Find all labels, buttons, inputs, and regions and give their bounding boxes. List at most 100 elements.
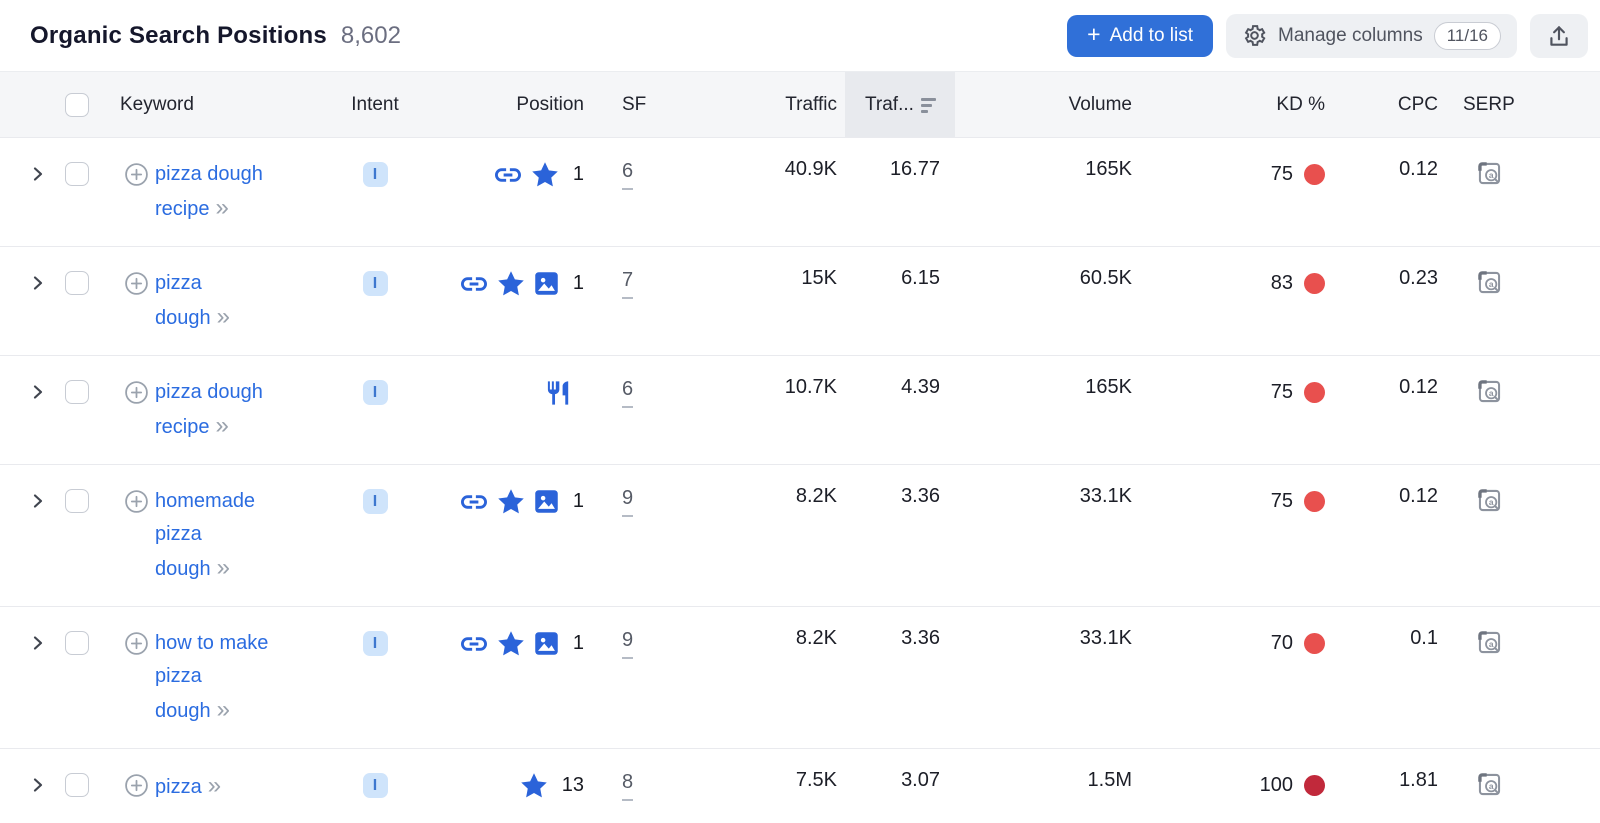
- serp-preview-icon[interactable]: a: [1476, 487, 1600, 520]
- image-icon: [533, 630, 560, 657]
- intent-badge[interactable]: I: [362, 162, 388, 187]
- add-keyword-icon[interactable]: [124, 380, 149, 411]
- position-icons: [493, 158, 566, 191]
- table-row: pizza dough recipe» I 1 6 40.9K 16.77 16…: [0, 137, 1600, 246]
- intent-cell: I: [320, 138, 430, 246]
- intent-badge[interactable]: I: [362, 489, 388, 514]
- expand-chevron-icon[interactable]: [30, 776, 46, 792]
- row-checkbox[interactable]: [65, 380, 89, 404]
- serp-features-count[interactable]: 7: [622, 267, 634, 299]
- keyword-cell: how to make pizza dough»: [104, 607, 320, 748]
- keyword-text: pizza dough recipe: [155, 163, 263, 220]
- column-header-volume[interactable]: Volume: [1068, 93, 1132, 115]
- serp-features-count[interactable]: 8: [622, 769, 634, 801]
- cpc-value: 0.23: [1399, 267, 1438, 289]
- column-header-sf[interactable]: SF: [622, 93, 647, 115]
- keyword-link[interactable]: homemade pizza dough»: [155, 485, 255, 586]
- expand-cell: [0, 749, 56, 823]
- column-header-intent[interactable]: Intent: [351, 93, 399, 115]
- column-header-cpc[interactable]: CPC: [1397, 93, 1438, 115]
- expand-cell: [0, 356, 56, 464]
- add-keyword-icon[interactable]: [124, 489, 149, 520]
- row-checkbox[interactable]: [65, 271, 89, 295]
- keyword-details-icon[interactable]: »: [207, 772, 222, 799]
- keyword-details-icon[interactable]: »: [215, 194, 229, 221]
- keyword-link[interactable]: how to make pizza dough»: [155, 627, 268, 728]
- row-checkbox[interactable]: [65, 773, 89, 797]
- kd-dot: [1304, 633, 1325, 654]
- export-button[interactable]: [1530, 13, 1588, 58]
- column-header-traffic-percent[interactable]: Traf...: [845, 72, 955, 137]
- keyword-link[interactable]: pizza dough recipe»: [155, 158, 263, 226]
- header-checkbox-cell: [56, 72, 104, 137]
- intent-badge[interactable]: I: [362, 773, 388, 798]
- serp-features-count[interactable]: 9: [622, 485, 634, 517]
- serp-preview-icon[interactable]: a: [1476, 629, 1600, 662]
- svg-text:a: a: [1489, 388, 1494, 398]
- position-icons: [459, 267, 566, 300]
- expand-chevron-icon[interactable]: [30, 634, 46, 650]
- svg-text:a: a: [1489, 279, 1494, 289]
- star-icon: [530, 160, 560, 190]
- position-icons: [543, 376, 577, 409]
- kd-dot: [1304, 382, 1325, 403]
- position-icons: [459, 627, 566, 660]
- add-to-list-button[interactable]: + Add to list: [1067, 14, 1214, 57]
- serp-preview-icon[interactable]: a: [1476, 771, 1600, 804]
- table-header-row: Keyword Intent Position SF Traffic Traf.…: [0, 72, 1600, 137]
- traffic-value: 8.2K: [795, 485, 837, 507]
- position-value: 1: [572, 163, 584, 185]
- manage-columns-button[interactable]: Manage columns 11/16: [1226, 13, 1517, 58]
- serp-preview-icon[interactable]: a: [1476, 378, 1600, 411]
- keyword-link[interactable]: pizza dough»: [155, 267, 230, 335]
- traffic-value: 7.5K: [795, 769, 837, 791]
- add-keyword-icon[interactable]: [124, 271, 149, 302]
- intent-badge[interactable]: I: [362, 380, 388, 405]
- expand-chevron-icon[interactable]: [30, 274, 46, 290]
- serp-preview-icon[interactable]: a: [1476, 269, 1600, 302]
- serp-features-count[interactable]: 9: [622, 627, 634, 659]
- keyword-link[interactable]: pizza»: [155, 769, 221, 804]
- svg-text:a: a: [1489, 781, 1494, 791]
- expand-chevron-icon[interactable]: [30, 492, 46, 508]
- add-keyword-icon[interactable]: [124, 162, 149, 193]
- expand-cell: [0, 465, 56, 606]
- keyword-details-icon[interactable]: »: [215, 412, 229, 439]
- serp-features-count[interactable]: 6: [622, 376, 634, 408]
- keyword-details-icon[interactable]: »: [216, 554, 230, 581]
- kd-value: 75: [1270, 163, 1293, 185]
- traffic-percent-value: 3.36: [901, 627, 940, 649]
- row-checkbox[interactable]: [65, 631, 89, 655]
- table-row: pizza dough recipe» I 6 10.7K 4.39 165K …: [0, 355, 1600, 464]
- keyword-text: homemade pizza dough: [155, 490, 256, 580]
- position-cell: [430, 356, 590, 464]
- keyword-details-icon[interactable]: »: [216, 303, 230, 330]
- serp-preview-icon[interactable]: a: [1476, 160, 1600, 193]
- traffic-percent-value: 3.07: [901, 769, 940, 791]
- expand-chevron-icon[interactable]: [30, 165, 46, 181]
- column-header-keyword[interactable]: Keyword: [120, 93, 194, 115]
- expand-cell: [0, 138, 56, 246]
- kd-value: 70: [1270, 632, 1293, 654]
- column-header-traffic[interactable]: Traffic: [785, 93, 837, 115]
- keyword-link[interactable]: pizza dough recipe»: [155, 376, 263, 444]
- column-header-kd[interactable]: KD %: [1276, 93, 1325, 115]
- image-icon: [533, 488, 560, 515]
- results-count: 8,602: [340, 21, 401, 49]
- column-header-position[interactable]: Position: [516, 93, 584, 115]
- position-icons: [519, 769, 555, 802]
- traffic-value: 40.9K: [784, 158, 837, 180]
- cpc-value: 0.12: [1399, 485, 1438, 507]
- kd-cell: 70: [1140, 607, 1333, 748]
- expand-chevron-icon[interactable]: [30, 383, 46, 399]
- keyword-details-icon[interactable]: »: [216, 696, 230, 723]
- row-checkbox[interactable]: [65, 489, 89, 513]
- select-all-checkbox[interactable]: [65, 92, 89, 117]
- intent-cell: I: [320, 607, 430, 748]
- intent-badge[interactable]: I: [362, 631, 388, 656]
- add-keyword-icon[interactable]: [124, 631, 149, 662]
- add-keyword-icon[interactable]: [124, 773, 149, 804]
- serp-features-count[interactable]: 6: [622, 158, 634, 190]
- row-checkbox[interactable]: [65, 162, 89, 186]
- intent-badge[interactable]: I: [362, 271, 388, 296]
